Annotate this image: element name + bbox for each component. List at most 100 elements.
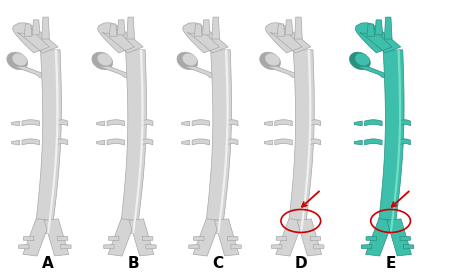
Polygon shape bbox=[13, 66, 47, 77]
Ellipse shape bbox=[265, 53, 280, 66]
Polygon shape bbox=[217, 50, 229, 233]
Polygon shape bbox=[214, 219, 239, 256]
Polygon shape bbox=[97, 140, 105, 145]
Polygon shape bbox=[387, 219, 411, 256]
Polygon shape bbox=[212, 17, 219, 39]
Polygon shape bbox=[314, 244, 324, 249]
Polygon shape bbox=[108, 219, 136, 256]
Polygon shape bbox=[297, 219, 322, 256]
Polygon shape bbox=[23, 236, 34, 241]
Polygon shape bbox=[129, 219, 154, 256]
Polygon shape bbox=[22, 120, 39, 126]
Polygon shape bbox=[182, 140, 190, 145]
Polygon shape bbox=[275, 139, 292, 145]
Polygon shape bbox=[192, 120, 210, 126]
Polygon shape bbox=[143, 236, 153, 241]
Polygon shape bbox=[367, 24, 374, 36]
Text: A: A bbox=[42, 256, 54, 271]
Polygon shape bbox=[107, 120, 125, 126]
Polygon shape bbox=[182, 121, 190, 126]
Polygon shape bbox=[365, 120, 382, 126]
Polygon shape bbox=[11, 140, 19, 145]
Ellipse shape bbox=[349, 52, 370, 70]
Polygon shape bbox=[104, 244, 114, 249]
Polygon shape bbox=[288, 50, 314, 233]
Polygon shape bbox=[400, 236, 410, 241]
Polygon shape bbox=[189, 244, 199, 249]
Ellipse shape bbox=[12, 53, 27, 66]
Polygon shape bbox=[24, 24, 32, 36]
Text: C: C bbox=[212, 256, 224, 271]
Polygon shape bbox=[205, 50, 232, 233]
Polygon shape bbox=[99, 66, 132, 77]
Polygon shape bbox=[361, 244, 372, 249]
Polygon shape bbox=[61, 244, 71, 249]
Polygon shape bbox=[285, 20, 293, 35]
Polygon shape bbox=[272, 244, 282, 249]
Polygon shape bbox=[57, 236, 68, 241]
Polygon shape bbox=[18, 244, 29, 249]
Polygon shape bbox=[97, 121, 105, 126]
Polygon shape bbox=[266, 66, 300, 77]
Polygon shape bbox=[227, 120, 238, 126]
Polygon shape bbox=[366, 236, 376, 241]
Polygon shape bbox=[120, 50, 146, 233]
Polygon shape bbox=[365, 219, 393, 256]
Polygon shape bbox=[23, 219, 50, 256]
Polygon shape bbox=[183, 66, 217, 77]
Ellipse shape bbox=[7, 52, 27, 70]
Polygon shape bbox=[32, 20, 40, 35]
Polygon shape bbox=[390, 50, 401, 233]
Polygon shape bbox=[44, 219, 69, 256]
Ellipse shape bbox=[177, 52, 198, 70]
Polygon shape bbox=[47, 50, 59, 233]
Polygon shape bbox=[42, 17, 49, 39]
Polygon shape bbox=[11, 121, 19, 126]
Polygon shape bbox=[365, 139, 382, 145]
Polygon shape bbox=[310, 120, 320, 126]
Polygon shape bbox=[264, 140, 273, 145]
Polygon shape bbox=[142, 120, 153, 126]
Polygon shape bbox=[227, 139, 238, 145]
Polygon shape bbox=[375, 20, 383, 35]
Polygon shape bbox=[109, 24, 117, 36]
Polygon shape bbox=[35, 50, 62, 233]
Polygon shape bbox=[194, 24, 202, 36]
Polygon shape bbox=[265, 23, 311, 53]
Polygon shape bbox=[399, 120, 410, 126]
Text: E: E bbox=[385, 256, 396, 271]
Polygon shape bbox=[310, 236, 320, 241]
Text: D: D bbox=[294, 256, 307, 271]
Text: B: B bbox=[127, 256, 139, 271]
Polygon shape bbox=[264, 121, 273, 126]
Polygon shape bbox=[107, 139, 125, 145]
Ellipse shape bbox=[97, 53, 112, 66]
Polygon shape bbox=[146, 244, 156, 249]
Polygon shape bbox=[142, 139, 153, 145]
Polygon shape bbox=[231, 244, 241, 249]
Polygon shape bbox=[193, 219, 220, 256]
Polygon shape bbox=[192, 139, 210, 145]
Polygon shape bbox=[277, 24, 285, 36]
Ellipse shape bbox=[355, 53, 370, 66]
Polygon shape bbox=[228, 236, 238, 241]
Polygon shape bbox=[354, 121, 362, 126]
Polygon shape bbox=[22, 139, 39, 145]
Polygon shape bbox=[377, 50, 404, 233]
Polygon shape bbox=[127, 17, 135, 39]
Polygon shape bbox=[275, 120, 292, 126]
Polygon shape bbox=[109, 236, 119, 241]
Polygon shape bbox=[98, 23, 143, 53]
Polygon shape bbox=[384, 17, 392, 39]
Polygon shape bbox=[310, 139, 320, 145]
Ellipse shape bbox=[92, 52, 113, 70]
Polygon shape bbox=[13, 23, 58, 53]
Polygon shape bbox=[118, 20, 125, 35]
Polygon shape bbox=[295, 17, 302, 39]
Polygon shape bbox=[56, 139, 68, 145]
Polygon shape bbox=[399, 139, 410, 145]
Ellipse shape bbox=[260, 52, 281, 70]
Polygon shape bbox=[403, 244, 414, 249]
Polygon shape bbox=[202, 20, 210, 35]
Polygon shape bbox=[356, 23, 401, 53]
